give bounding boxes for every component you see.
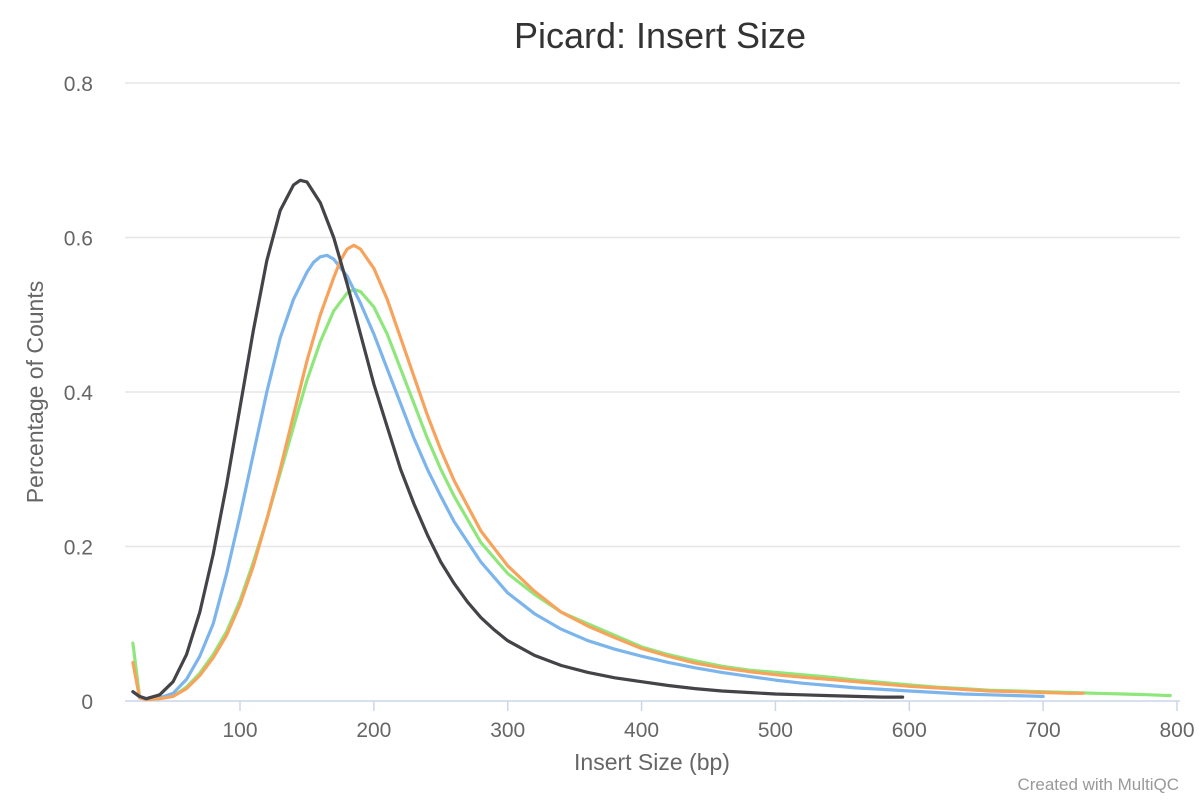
y-axis-label: Percentage of Counts: [22, 281, 48, 503]
x-tick-label: 500: [758, 719, 793, 742]
x-axis-label: Insert Size (bp): [574, 749, 730, 775]
y-tick-label: 0.2: [64, 537, 93, 560]
series-lines: [131, 178, 1172, 702]
x-tick-label: 100: [222, 719, 257, 742]
x-tick-label: 600: [892, 719, 927, 742]
series-line-1[interactable]: [131, 287, 1172, 702]
chart-title: Picard: Insert Size: [514, 15, 806, 56]
x-tick-label: 200: [356, 719, 391, 742]
grid-lines: [125, 82, 1180, 548]
y-tick-label: 0.8: [64, 73, 93, 96]
y-tick-label: 0.4: [64, 382, 94, 405]
y-tick-label: 0: [81, 691, 93, 714]
x-tick-label: 700: [1026, 719, 1061, 742]
series-line-4[interactable]: [131, 178, 905, 701]
x-tick-label: 400: [624, 719, 659, 742]
multiqc-credit-link[interactable]: Created with MultiQC: [1017, 775, 1179, 794]
x-axis-ticks: 100 200 300 400 500 600 700 800: [222, 701, 1195, 742]
x-tick-label: 800: [1159, 719, 1194, 742]
series-line-2[interactable]: [131, 253, 1045, 702]
x-tick-label: 300: [490, 719, 525, 742]
y-tick-label: 0.6: [64, 228, 93, 251]
series-line-3[interactable]: [131, 243, 1085, 702]
y-axis-ticks: 0 0.2 0.4 0.6 0.8: [64, 73, 94, 714]
